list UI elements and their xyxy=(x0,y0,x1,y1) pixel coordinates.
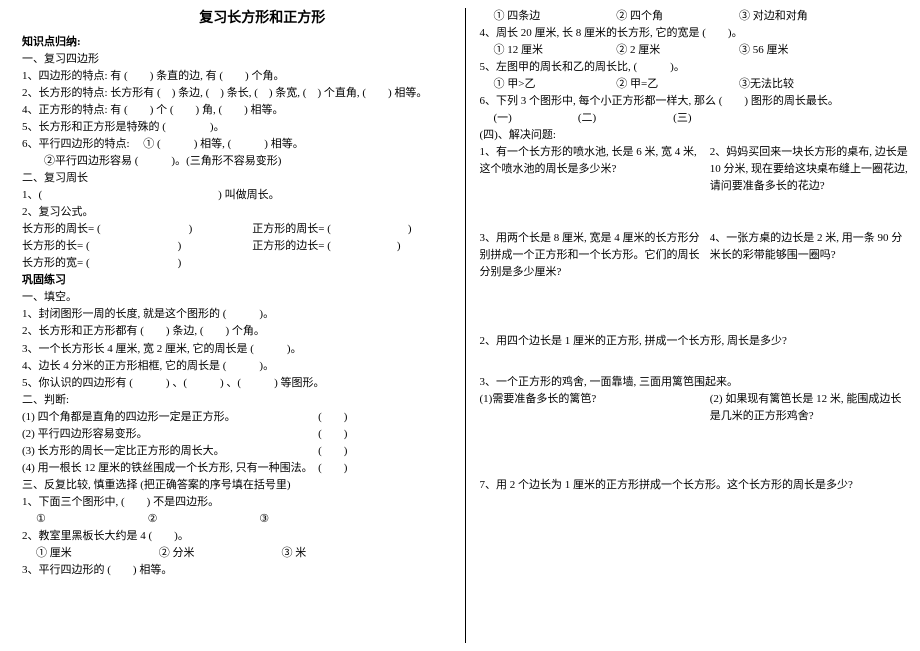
section-choose: 三、反复比较, 慎重选择 (把正确答案的序号填在括号里) xyxy=(22,477,453,494)
section-solve: (四)、解决问题: xyxy=(480,127,911,144)
choose-q1-choices: ① ② ③ xyxy=(22,511,453,528)
choice: ② 2 厘米 xyxy=(616,42,736,59)
heading-practice: 巩固练习 xyxy=(22,272,453,289)
choice: ① 12 厘米 xyxy=(494,42,614,59)
choice: ③ 对边和对角 xyxy=(739,8,849,25)
formula: 长方形的长= ( ) xyxy=(22,238,252,255)
right-column: ① 四条边 ② 四个角 ③ 对边和对角 4、周长 20 厘米, 长 8 厘米的长… xyxy=(465,8,911,643)
section-fill: 一、填空。 xyxy=(22,289,453,306)
judge-item: (1) 四个角都是直角的四边形一定是正方形。 ( ) xyxy=(22,409,453,426)
word-problem: 3、用两个长是 8 厘米, 宽是 4 厘米的长方形分别拼成一个正方形和一个长方形… xyxy=(480,230,710,281)
text-line: 5、长方形和正方形是特殊的 ( )。 xyxy=(22,119,453,136)
blank-space xyxy=(480,281,911,333)
left-column: 复习长方形和正方形 知识点归纳: 一、复习四边形 1、四边形的特点: 有 ( )… xyxy=(22,8,465,643)
choice: ② 甲=乙 xyxy=(616,76,736,93)
choice: ② 四个角 xyxy=(616,8,736,25)
blank-space xyxy=(480,350,911,374)
choose-q1: 1、下面三个图形中, ( ) 不是四边形。 xyxy=(22,494,453,511)
word-problem: 3、一个正方形的鸡舍, 一面靠墙, 三面用篱笆围起来。 xyxy=(480,374,911,391)
word-problem: 4、一张方桌的边长是 2 米, 用一条 90 分米长的彩带能够围一圈吗? xyxy=(710,230,910,281)
choose-q3: 3、平行四边形的 ( ) 相等。 xyxy=(22,562,453,579)
word-subproblem: (1)需要准备多长的篱笆? xyxy=(480,391,710,425)
choose-q5: 5、左图甲的周长和乙的周长比, ( )。 xyxy=(480,59,911,76)
page: 复习长方形和正方形 知识点归纳: 一、复习四边形 1、四边形的特点: 有 ( )… xyxy=(0,0,920,651)
choose-q5-choices: ① 甲>乙 ② 甲=乙 ③无法比较 xyxy=(480,76,911,93)
blank-space xyxy=(480,196,911,230)
judge-item: (4) 用一根长 12 厘米的铁丝围成一个长方形, 只有一种围法。 ( ) xyxy=(22,460,453,477)
text-line: 4、正方形的特点: 有 ( ) 个 ( ) 角, ( ) 相等。 xyxy=(22,102,453,119)
choose-q2: 2、教室里黑板长大约是 4 ( )。 xyxy=(22,528,453,545)
judge-item: (3) 长方形的周长一定比正方形的周长大。 ( ) xyxy=(22,443,453,460)
section-2: 二、复习周长 xyxy=(22,170,453,187)
fill-item: 1、封闭图形一周的长度, 就是这个图形的 ( )。 xyxy=(22,306,453,323)
formula: 长方形的宽= ( ) xyxy=(22,255,453,272)
choice: ① 厘米 xyxy=(36,545,156,562)
choose-q4-choices: ① 12 厘米 ② 2 厘米 ③ 56 厘米 xyxy=(480,42,911,59)
formula: 长方形的周长= ( ) xyxy=(22,221,252,238)
fill-item: 2、长方形和正方形都有 ( ) 条边, ( ) 个角。 xyxy=(22,323,453,340)
text-line: ②平行四边形容易 ( )。(三角形不容易变形) xyxy=(22,153,453,170)
text-line: 1、( ) 叫做周长。 xyxy=(22,187,453,204)
choose-q4: 4、周长 20 厘米, 长 8 厘米的长方形, 它的宽是 ( )。 xyxy=(480,25,911,42)
choose-q2-choices: ① 厘米 ② 分米 ③ 米 xyxy=(22,545,453,562)
word-problem: 2、妈妈买回来一块长方形的桌布, 边长是 10 分米, 现在要给这块桌布缝上一圈… xyxy=(710,144,910,195)
word-problem: 7、用 2 个边长为 1 厘米的正方形拼成一个长方形。这个长方形的周长是多少? xyxy=(480,477,911,494)
text-line: 2、长方形的特点: 长方形有 ( ) 条边, ( ) 条长, ( ) 条宽, (… xyxy=(22,85,453,102)
word-row-4: (1)需要准备多长的篱笆? (2) 如果现有篱笆长是 12 米, 能围成边长是几… xyxy=(480,391,911,425)
choice: ③无法比较 xyxy=(739,76,849,93)
word-problem: 1、有一个长方形的喷水池, 长是 6 米, 宽 4 米, 这个喷水池的周长是多少… xyxy=(480,144,710,195)
formula: 正方形的边长= ( ) xyxy=(252,238,452,255)
blank-space xyxy=(480,425,911,477)
choice: ① 甲>乙 xyxy=(494,76,614,93)
formula-row: 长方形的周长= ( ) 正方形的周长= ( ) xyxy=(22,221,453,238)
fill-item: 5、你认识的四边形有 ( ) 、( ) 、( ) 等图形。 xyxy=(22,375,453,392)
formula: 正方形的周长= ( ) xyxy=(252,221,452,238)
word-row-2: 3、用两个长是 8 厘米, 宽是 4 厘米的长方形分别拼成一个正方形和一个长方形… xyxy=(480,230,911,281)
word-row-1: 1、有一个长方形的喷水池, 长是 6 米, 宽 4 米, 这个喷水池的周长是多少… xyxy=(480,144,911,195)
section-judge: 二、判断: xyxy=(22,392,453,409)
section-1: 一、复习四边形 xyxy=(22,51,453,68)
choose-q6: 6、下列 3 个图形中, 每个小正方形都一样大, 那么 ( ) 图形的周长最长。 xyxy=(480,93,911,110)
fill-item: 4、边长 4 分米的正方形相框, 它的周长是 ( )。 xyxy=(22,358,453,375)
choice: ① 四条边 xyxy=(494,8,614,25)
text-line: 1、四边形的特点: 有 ( ) 条直的边, 有 ( ) 个角。 xyxy=(22,68,453,85)
fill-item: 3、一个长方形长 4 厘米, 宽 2 厘米, 它的周长是 ( )。 xyxy=(22,341,453,358)
formula-row: 长方形的长= ( ) 正方形的边长= ( ) xyxy=(22,238,453,255)
choice: ③ 米 xyxy=(282,545,392,562)
judge-item: (2) 平行四边形容易变形。 ( ) xyxy=(22,426,453,443)
choice: ② 分米 xyxy=(159,545,279,562)
doc-title: 复习长方形和正方形 xyxy=(22,8,453,30)
word-problem: 2、用四个边长是 1 厘米的正方形, 拼成一个长方形, 周长是多少? xyxy=(480,333,911,350)
choose-q6-choices: (一) (二) (三) xyxy=(480,110,911,127)
choose-q3-choices: ① 四条边 ② 四个角 ③ 对边和对角 xyxy=(480,8,911,25)
word-subproblem: (2) 如果现有篱笆长是 12 米, 能围成边长是几米的正方形鸡舍? xyxy=(710,391,910,425)
choice: ③ 56 厘米 xyxy=(739,42,849,59)
heading-knowledge: 知识点归纳: xyxy=(22,34,453,51)
text-line: 2、复习公式。 xyxy=(22,204,453,221)
text-line: 6、平行四边形的特点: ① ( ) 相等, ( ) 相等。 xyxy=(22,136,453,153)
